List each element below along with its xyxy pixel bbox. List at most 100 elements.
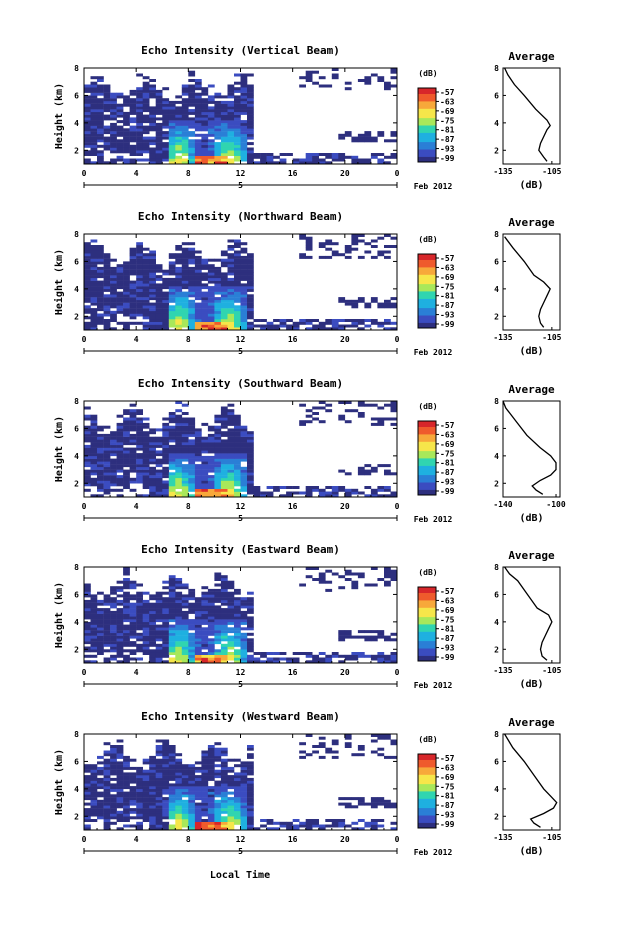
heatmap-cell xyxy=(181,133,189,137)
heatmap-cell xyxy=(175,142,183,146)
heatmap-cell xyxy=(142,783,150,787)
heatmap-cell xyxy=(194,605,202,609)
heatmap-cell xyxy=(103,144,111,148)
heatmap-cell xyxy=(194,654,202,658)
heatmap-cell xyxy=(266,327,274,331)
heatmap-cell xyxy=(247,808,254,812)
heatmap-cell xyxy=(84,586,91,590)
heatmap-cell xyxy=(181,125,189,129)
heatmap-cell xyxy=(286,827,293,831)
profile-y-tick-label: 6 xyxy=(494,590,499,599)
heatmap-cell xyxy=(273,652,280,655)
heatmap-cell xyxy=(110,450,117,454)
heatmap-cell xyxy=(318,578,326,581)
heatmap-cell xyxy=(116,745,124,748)
y-tick-label: 4 xyxy=(74,785,79,794)
heatmap-cell xyxy=(370,491,378,495)
heatmap-cell xyxy=(188,794,196,798)
heatmap-cell xyxy=(162,805,170,809)
profile-x-axis-label: (dB) xyxy=(519,513,543,524)
heatmap-cell xyxy=(234,613,241,617)
heatmap-cell xyxy=(155,616,163,620)
heatmap-cell xyxy=(227,100,235,104)
heatmap-cell xyxy=(149,288,156,292)
heatmap-cell xyxy=(149,277,156,281)
heatmap-cell xyxy=(220,610,228,614)
heatmap-cell xyxy=(155,486,163,489)
heatmap-cell xyxy=(84,255,91,259)
heatmap-cell xyxy=(84,144,91,148)
heatmap-cell xyxy=(207,619,215,623)
colorbar-segment xyxy=(418,463,436,466)
heatmap-cell xyxy=(90,153,98,156)
colorbar-segment xyxy=(418,141,436,144)
heatmap-cell xyxy=(149,466,156,470)
heatmap-cell xyxy=(331,739,339,743)
heatmap-cell xyxy=(207,808,215,812)
heatmap-cell xyxy=(220,114,228,118)
heatmap-cell xyxy=(162,466,170,470)
heatmap-cell xyxy=(123,158,130,162)
heatmap-cell xyxy=(168,641,176,645)
heatmap-cell xyxy=(123,619,130,623)
heatmap-cell xyxy=(201,616,209,620)
heatmap-cell xyxy=(390,572,398,576)
heatmap-cell xyxy=(181,819,189,822)
heatmap-cell xyxy=(84,109,91,113)
heatmap-cell xyxy=(384,472,391,476)
heatmap-cell xyxy=(234,321,241,325)
heatmap-cell xyxy=(103,610,111,614)
heatmap-cell xyxy=(162,616,170,620)
heatmap-cell xyxy=(162,103,170,107)
heatmap-cell xyxy=(188,155,196,159)
heatmap-cell xyxy=(214,277,222,281)
heatmap-cell xyxy=(129,480,137,484)
heatmap-cell xyxy=(162,791,170,795)
heatmap-cell xyxy=(194,813,202,817)
heatmap-cell xyxy=(384,327,391,331)
heatmap-cell xyxy=(220,250,228,254)
heatmap-cell xyxy=(90,783,98,787)
heatmap-cell xyxy=(247,305,254,309)
heatmap-cell xyxy=(384,805,391,809)
heatmap-cell xyxy=(325,819,333,822)
heatmap-cell xyxy=(175,133,183,137)
heatmap-cell xyxy=(90,291,98,295)
heatmap-cell xyxy=(338,417,346,421)
heatmap-cell xyxy=(247,660,254,664)
heatmap-cell xyxy=(227,461,235,465)
heatmap-cell xyxy=(123,327,130,331)
heatmap-cell xyxy=(162,277,170,281)
heatmap-cell xyxy=(247,627,254,631)
heatmap-cell xyxy=(136,142,143,146)
heatmap-cell xyxy=(214,599,222,603)
heatmap-cell xyxy=(370,819,378,822)
heatmap-cell xyxy=(116,602,124,606)
heatmap-cell xyxy=(155,783,163,787)
heatmap-cell xyxy=(142,275,150,279)
heatmap-cell xyxy=(149,92,156,96)
heatmap-cell xyxy=(97,643,104,647)
heatmap-cell xyxy=(207,84,215,88)
heatmap-cell xyxy=(162,450,170,454)
heatmap-cell xyxy=(97,616,104,620)
colorbar-tick-label: -63 xyxy=(440,596,455,605)
heatmap-cell xyxy=(90,464,98,468)
heatmap-cell xyxy=(84,638,91,642)
heatmap-cell xyxy=(155,95,163,99)
heatmap-cell xyxy=(214,657,222,661)
heatmap-cell xyxy=(155,161,163,165)
heatmap-cell xyxy=(247,772,254,776)
heatmap-cell xyxy=(227,444,235,448)
heatmap-cell xyxy=(162,824,170,828)
heatmap-cell xyxy=(207,810,215,814)
heatmap-cell xyxy=(136,308,143,312)
heatmap-cell xyxy=(110,630,117,634)
heatmap-cell xyxy=(390,155,398,159)
heatmap-cell xyxy=(201,794,209,798)
heatmap-cell xyxy=(384,161,391,165)
heatmap-cell xyxy=(123,269,130,273)
heatmap-cell xyxy=(84,588,91,592)
heatmap-cell xyxy=(84,827,91,831)
heatmap-cell xyxy=(194,283,202,287)
